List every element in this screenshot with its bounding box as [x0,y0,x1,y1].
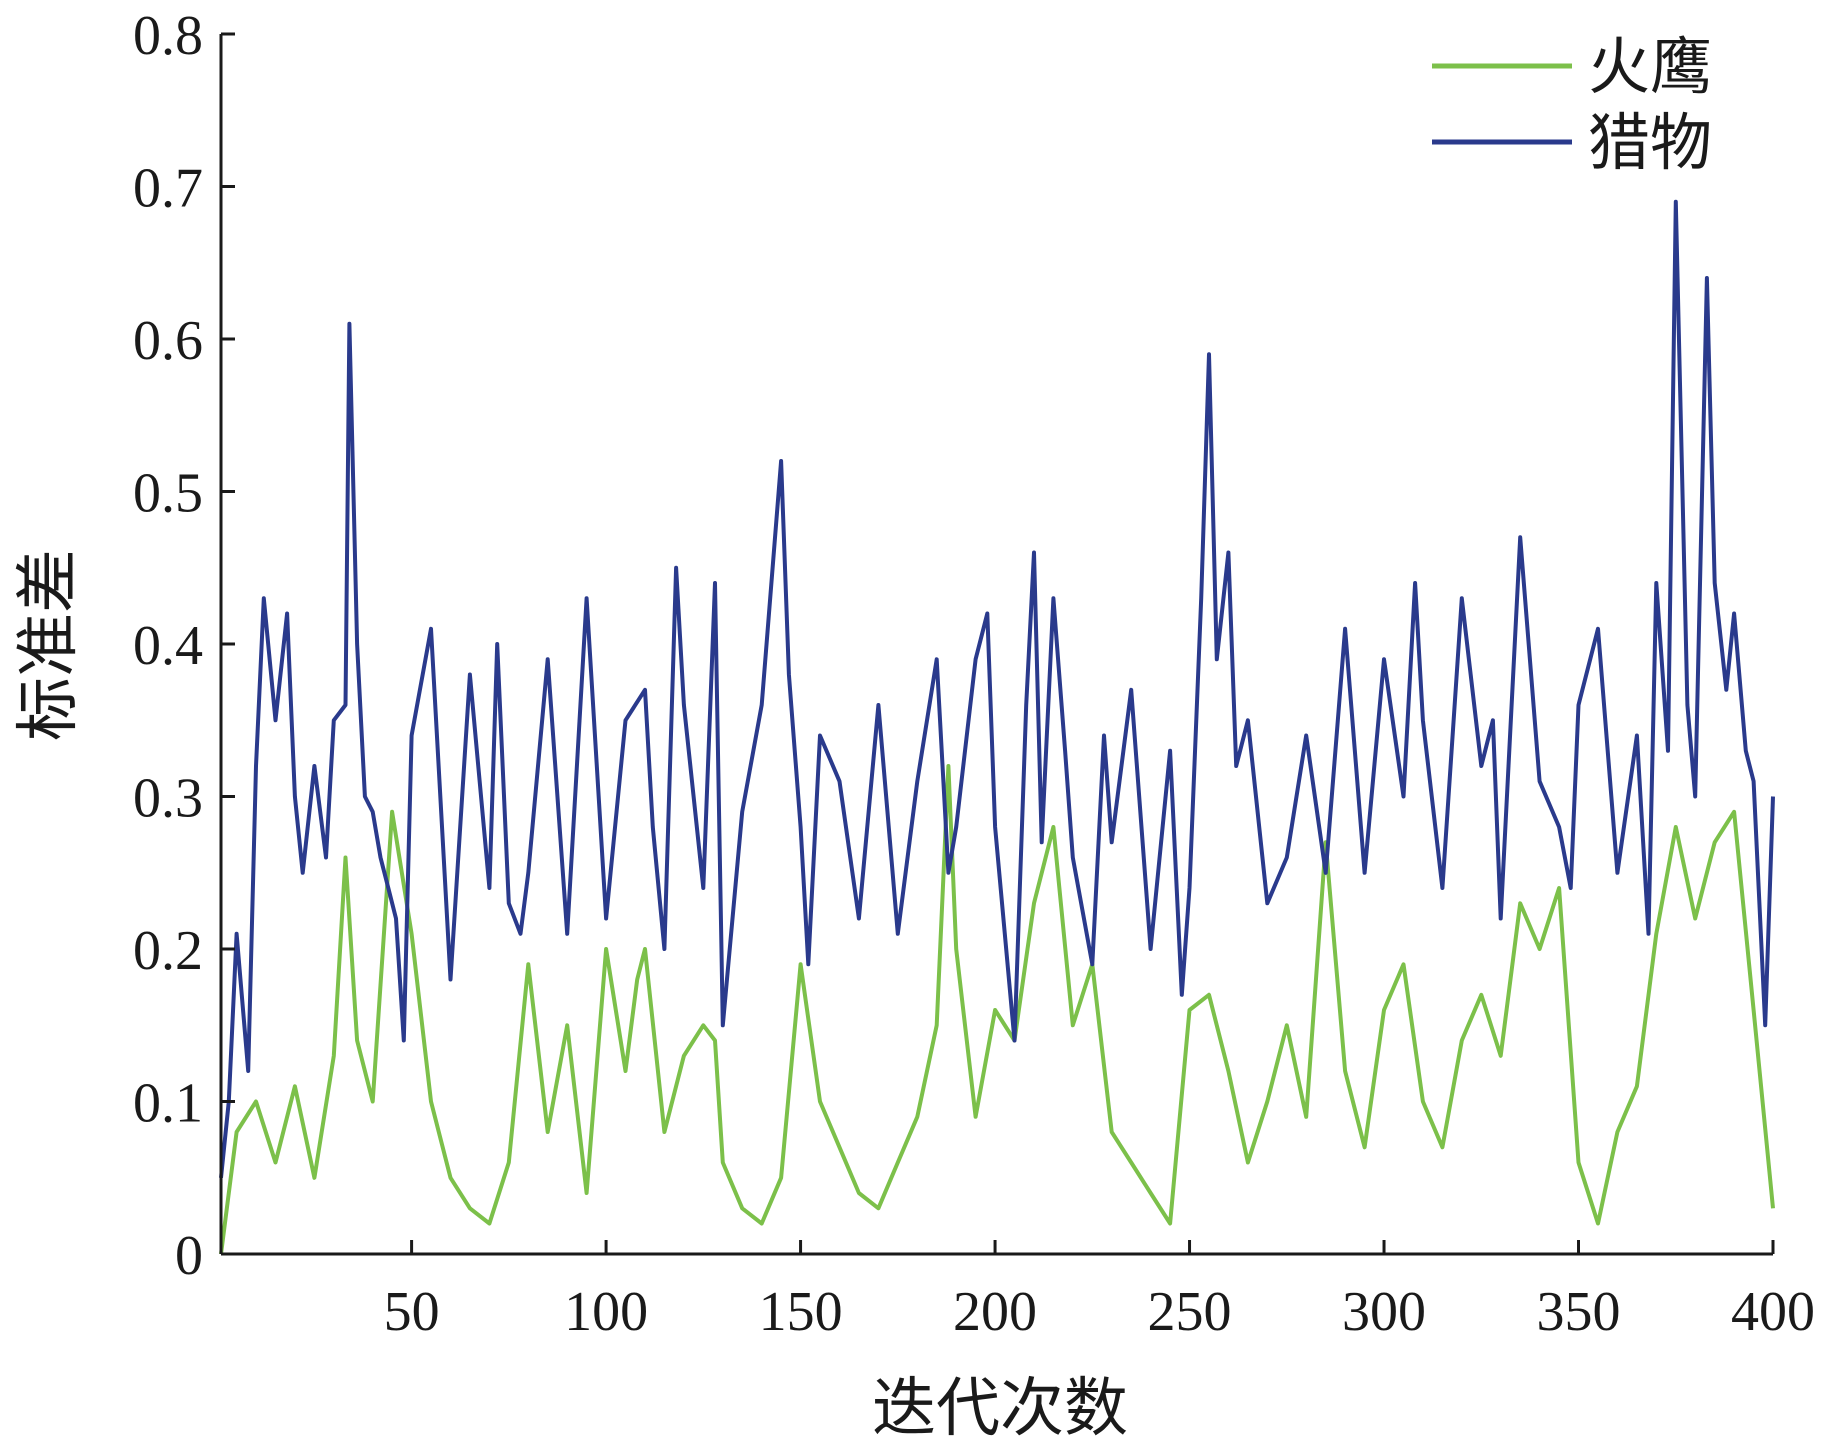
y-tick-label: 0.6 [133,310,203,372]
y-tick-label: 0.5 [133,463,203,525]
y-axis-title: 标准差 [12,549,86,741]
y-tick-label: 0.7 [133,158,203,220]
legend-label: 火鹰 [1588,30,1712,103]
x-tick-label: 350 [1537,1281,1621,1343]
x-tick-label: 100 [564,1281,648,1343]
y-tick-label: 0.8 [133,5,203,67]
series-line-1 [219,199,1775,1179]
x-tick-label: 300 [1342,1281,1426,1343]
y-tick-label: 0.1 [133,1073,203,1135]
y-ticks: 0 0.1 0.2 0.3 0.4 0.5 0.6 0.7 0.8 [133,5,235,1287]
y-tick-label: 0.4 [133,615,203,677]
y-tick-label: 0.2 [133,920,203,982]
x-tick-label: 150 [759,1281,843,1343]
y-tick-label: 0 [175,1225,203,1287]
x-ticks: 50 100 150 200 250 300 350 400 [384,1240,1815,1343]
x-tick-label: 250 [1148,1281,1232,1343]
series-line-0 [219,764,1775,1255]
x-tick-label: 200 [953,1281,1037,1343]
x-tick-label: 400 [1731,1281,1815,1343]
legend-label: 猎物 [1588,106,1712,179]
axes [219,34,1773,1256]
x-axis-title: 迭代次数 [872,1372,1128,1446]
x-tick-label: 50 [384,1281,440,1343]
y-tick-label: 0.3 [133,768,203,830]
plot-lines [219,199,1775,1255]
